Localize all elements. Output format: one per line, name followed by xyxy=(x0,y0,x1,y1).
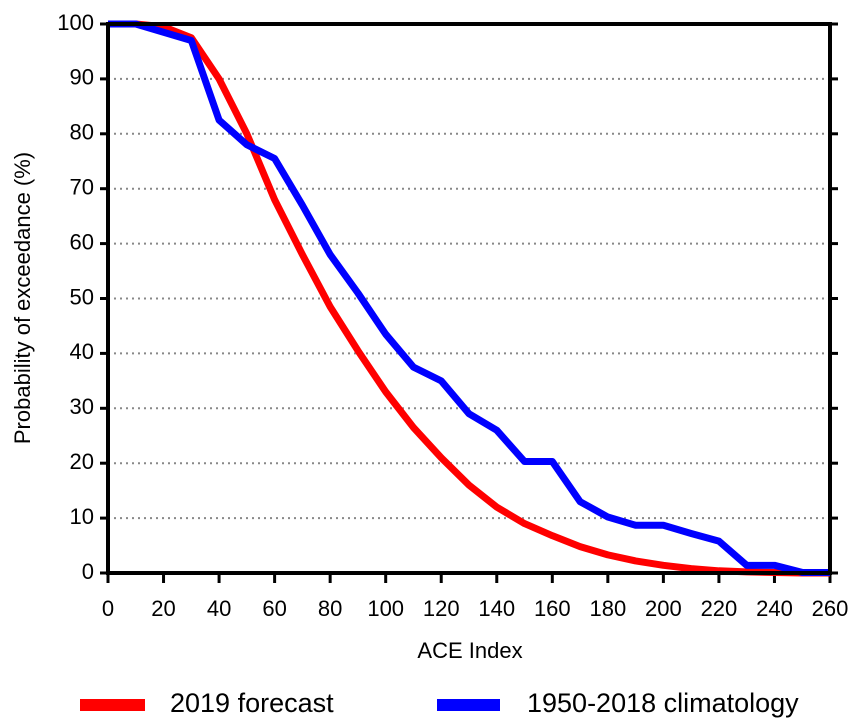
legend-label: 2019 forecast xyxy=(170,688,334,718)
y-tick-label: 60 xyxy=(70,229,94,254)
y-tick-label: 10 xyxy=(70,504,94,529)
x-tick-label: 60 xyxy=(262,596,286,621)
legend-label: 1950-2018 climatology xyxy=(527,688,799,718)
x-tick-label: 0 xyxy=(102,596,114,621)
y-tick-label: 90 xyxy=(70,65,94,90)
x-axis-label: ACE Index xyxy=(417,638,522,663)
x-tick-label: 40 xyxy=(207,596,231,621)
x-tick-label: 200 xyxy=(645,596,682,621)
x-tick-label: 180 xyxy=(589,596,626,621)
x-tick-label: 140 xyxy=(478,596,515,621)
x-tick-label: 80 xyxy=(318,596,342,621)
x-tick-label: 100 xyxy=(367,596,404,621)
x-tick-label: 160 xyxy=(534,596,571,621)
y-axis-label: Probability of exceedance (%) xyxy=(10,152,35,444)
series-line xyxy=(108,20,830,577)
y-tick-label: 30 xyxy=(70,394,94,419)
y-tick-label: 50 xyxy=(70,284,94,309)
series-line xyxy=(108,20,830,576)
y-tick-label: 40 xyxy=(70,339,94,364)
y-tick-label: 100 xyxy=(57,10,94,35)
x-tick-label: 260 xyxy=(812,596,849,621)
x-tick-label: 240 xyxy=(756,596,793,621)
y-tick-label: 70 xyxy=(70,175,94,200)
x-tick-label: 220 xyxy=(701,596,738,621)
x-tick-label: 120 xyxy=(423,596,460,621)
y-tick-label: 20 xyxy=(70,449,94,474)
legend: 2019 forecast 1950-2018 climatology xyxy=(80,688,799,718)
y-tick-label: 0 xyxy=(82,559,94,584)
y-tick-label: 80 xyxy=(70,120,94,145)
plot-frame xyxy=(106,22,832,575)
x-tick-label: 20 xyxy=(151,596,175,621)
